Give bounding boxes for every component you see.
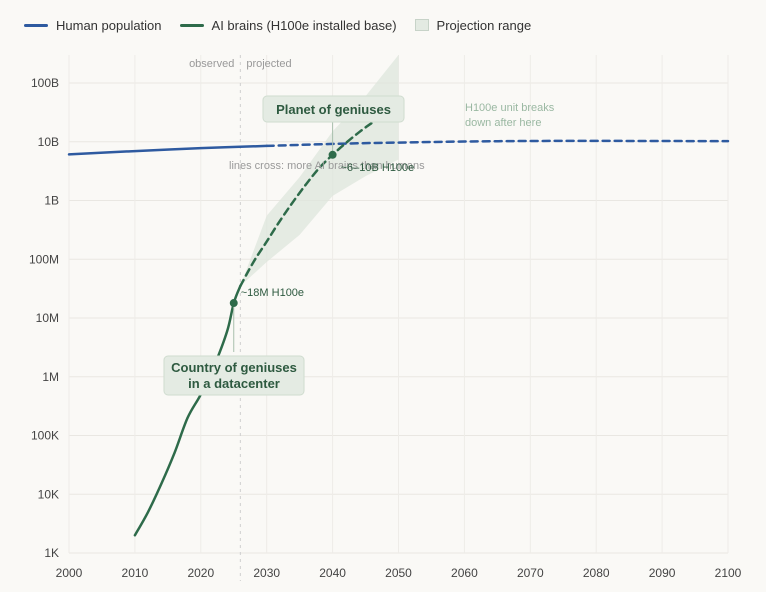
y-tick-label-8: 100B	[31, 76, 59, 90]
country-callout-text-line2: in a datacenter	[188, 376, 280, 391]
legend-swatch-ai	[179, 23, 204, 27]
lines-cross-note: lines cross: more AI brains than humans	[229, 160, 425, 172]
country-callout-box	[163, 355, 305, 396]
series-line-0	[67, 144, 268, 156]
breakdown-note-line1: H100e unit breaks	[465, 102, 555, 114]
x-tick-label-3: 2030	[253, 566, 280, 580]
y-tick-label-3: 1M	[42, 370, 59, 384]
x-tick-label-6: 2060	[451, 566, 478, 580]
legend-swatch-projection	[414, 19, 429, 31]
x-tick-label-4: 2040	[319, 566, 346, 580]
series-layer	[67, 106, 730, 537]
y-tick-label-7: 10B	[38, 135, 59, 149]
series-line-2	[133, 284, 242, 537]
series-line-3	[239, 106, 400, 288]
y-tick-label-1: 10K	[38, 487, 59, 501]
legend-label-projection: Projection range	[436, 17, 532, 33]
y-tick-label-4: 10M	[36, 311, 59, 325]
legend: Human population AI brains (H100e instal…	[24, 15, 531, 35]
grid-layer	[68, 55, 729, 581]
y-tick-label-6: 1B	[44, 194, 59, 208]
data-point-0	[229, 299, 238, 308]
series-line-1	[265, 139, 730, 148]
legend-swatch-human	[24, 23, 48, 27]
x-tick-label-0: 2000	[56, 566, 83, 580]
data-point-1	[328, 150, 337, 159]
legend-item-ai[interactable]: AI brains (H100e installed base)	[179, 17, 397, 33]
legend-item-human[interactable]: Human population	[24, 18, 162, 33]
x-tick-label-1: 2010	[122, 566, 149, 580]
axis-layer: 1K 10K 100K 1M 10M 100M 1B 10B 100B 2000 2010 2020 2…	[29, 76, 742, 580]
legend-label-human: Human population	[56, 17, 162, 33]
x-tick-label-7: 2070	[517, 566, 544, 580]
annotation-layer: observed projected Planet of geniuses Count…	[163, 58, 555, 396]
y-tick-label-0: 1K	[44, 546, 59, 560]
x-tick-label-10: 2100	[715, 566, 742, 580]
x-tick-label-9: 2090	[649, 566, 676, 580]
planet-callout-box	[262, 95, 405, 123]
projected-label: projected	[246, 58, 291, 70]
observed-label: observed	[189, 58, 234, 70]
legend-item-projection[interactable]: Projection range	[414, 17, 532, 33]
country-callout-text-line1: Country of geniuses	[171, 360, 297, 375]
y-tick-label-2: 100K	[31, 429, 59, 443]
y-tick-label-5: 100M	[29, 252, 59, 266]
x-tick-label-2: 2020	[187, 566, 214, 580]
data-point-label-1: ~6–10B H100e	[341, 162, 415, 174]
breakdown-note-line2: down after here	[465, 117, 541, 129]
x-tick-label-5: 2050	[385, 566, 412, 580]
legend-label-ai: AI brains (H100e installed base)	[211, 17, 397, 33]
x-tick-label-8: 2080	[583, 566, 610, 580]
planet-callout-text: Planet of geniuses	[276, 102, 391, 117]
data-point-label-0: ~18M H100e	[241, 287, 304, 299]
